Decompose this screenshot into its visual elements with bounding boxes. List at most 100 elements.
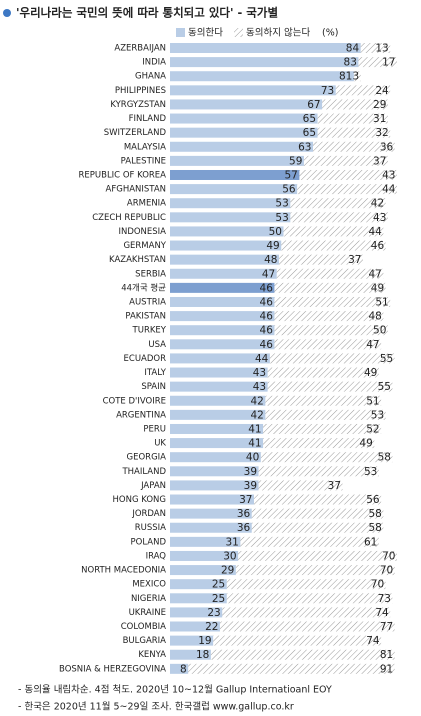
value-label: 31: [225, 536, 238, 548]
bar-segment: [317, 127, 391, 138]
category-label: BOSNIA & HERZEGOVINA: [59, 664, 166, 674]
category-label: AFGHANISTAN: [106, 185, 166, 195]
category-label: CZECH REPUBLIC: [92, 213, 166, 223]
category-label: SWITZERLAND: [104, 128, 167, 138]
value-label: 74: [375, 607, 389, 619]
value-label: 42: [250, 395, 263, 407]
value-label: 63: [298, 141, 311, 153]
value-label: 39: [244, 480, 257, 492]
category-label: PALESTINE: [121, 156, 166, 166]
value-label: 43: [373, 212, 386, 224]
value-label: 47: [369, 268, 382, 280]
bar-segment: [170, 550, 239, 561]
value-label: 50: [269, 226, 282, 238]
bar-segment: [360, 43, 391, 53]
bar-segment: [213, 635, 382, 646]
value-label: 56: [366, 494, 380, 506]
bar-segment: [170, 339, 275, 350]
bar-segment: [170, 113, 318, 124]
bar-segment: [210, 649, 395, 660]
category-label: GERMANY: [123, 241, 166, 251]
value-label: 37: [328, 480, 341, 492]
category-label: COLOMBIA: [121, 622, 166, 632]
value-label: 25: [212, 579, 225, 591]
bar-segment: [170, 607, 223, 618]
bar-segment: [240, 536, 379, 547]
bar-segment: [290, 198, 386, 209]
value-label: 55: [380, 353, 393, 365]
bar-segment: [170, 438, 264, 449]
bar-segment: [170, 395, 266, 406]
bar-segment: [251, 508, 384, 519]
category-label: BULGARIA: [123, 636, 167, 646]
bar-segment: [170, 423, 264, 434]
value-label: 67: [307, 99, 320, 111]
bar-segment: [251, 522, 384, 533]
bar-segment: [170, 367, 268, 378]
value-label: 36: [380, 141, 394, 153]
value-label: 46: [371, 240, 385, 252]
bar-segment: [263, 423, 382, 434]
category-label: MALAYSIA: [124, 142, 166, 152]
bar-segment: [222, 607, 391, 618]
value-label: 57: [285, 169, 298, 181]
value-label: 43: [253, 381, 266, 393]
bar-segment: [170, 621, 220, 632]
value-label: 41: [248, 423, 261, 435]
value-label: 37: [373, 155, 386, 167]
category-label: INDONESIA: [118, 227, 166, 237]
bar-segment: [260, 452, 393, 463]
bar-segment: [170, 268, 277, 279]
value-label: 50: [373, 325, 386, 337]
value-label: 47: [366, 339, 379, 351]
bar-segment: [170, 184, 298, 195]
value-label: 37: [239, 494, 252, 506]
value-label: 83: [344, 57, 357, 69]
category-label: AUSTRIA: [129, 297, 166, 307]
value-label: 70: [371, 579, 384, 591]
category-label: NIGERIA: [131, 594, 166, 604]
value-label: 46: [260, 325, 274, 337]
bar-segment: [170, 198, 291, 209]
category-label: 44개국 평균: [121, 282, 166, 293]
bar-segment: [253, 494, 382, 505]
category-label: SERBIA: [135, 269, 166, 279]
note: - 동의율 내림차순. 4점 척도. 2020년 10~12월 Gallup I…: [18, 684, 332, 696]
category-label: AZERBAIJAN: [114, 44, 166, 54]
value-label: 47: [262, 268, 275, 280]
value-label: 25: [212, 593, 225, 605]
value-label: 53: [275, 212, 288, 224]
bar-segment: [170, 57, 359, 68]
bar-segment: [322, 99, 388, 110]
value-label: 43: [382, 169, 395, 181]
category-label: UK: [154, 439, 166, 449]
value-label: 55: [378, 381, 391, 393]
value-label: 49: [266, 240, 279, 252]
bar-segment: [170, 522, 252, 533]
bar-segment: [170, 71, 354, 82]
bar-segment: [274, 325, 388, 336]
value-label: 65: [303, 113, 316, 125]
bar-segment: [170, 127, 318, 138]
bar-segment: [290, 212, 388, 223]
value-label: 29: [373, 99, 386, 111]
value-label: 58: [369, 508, 382, 520]
value-label: 81: [380, 649, 393, 661]
bar-segment: [299, 169, 397, 180]
bar-segment: [274, 311, 384, 322]
bar-segment: [170, 254, 279, 265]
bar-segment: [274, 296, 391, 307]
value-label: 36: [237, 508, 251, 520]
value-label: 37: [348, 254, 361, 266]
bar-segment: [170, 99, 323, 110]
bar-segment: [170, 325, 275, 336]
value-label: 3: [352, 71, 359, 83]
bar-segment: [170, 282, 275, 293]
value-label: 44: [382, 184, 396, 196]
value-label: 24: [375, 85, 389, 97]
bar-segment: [170, 635, 214, 646]
bar-segment: [170, 593, 227, 604]
category-label: KYRGYZSTAN: [110, 100, 166, 110]
value-label: 48: [264, 254, 277, 266]
